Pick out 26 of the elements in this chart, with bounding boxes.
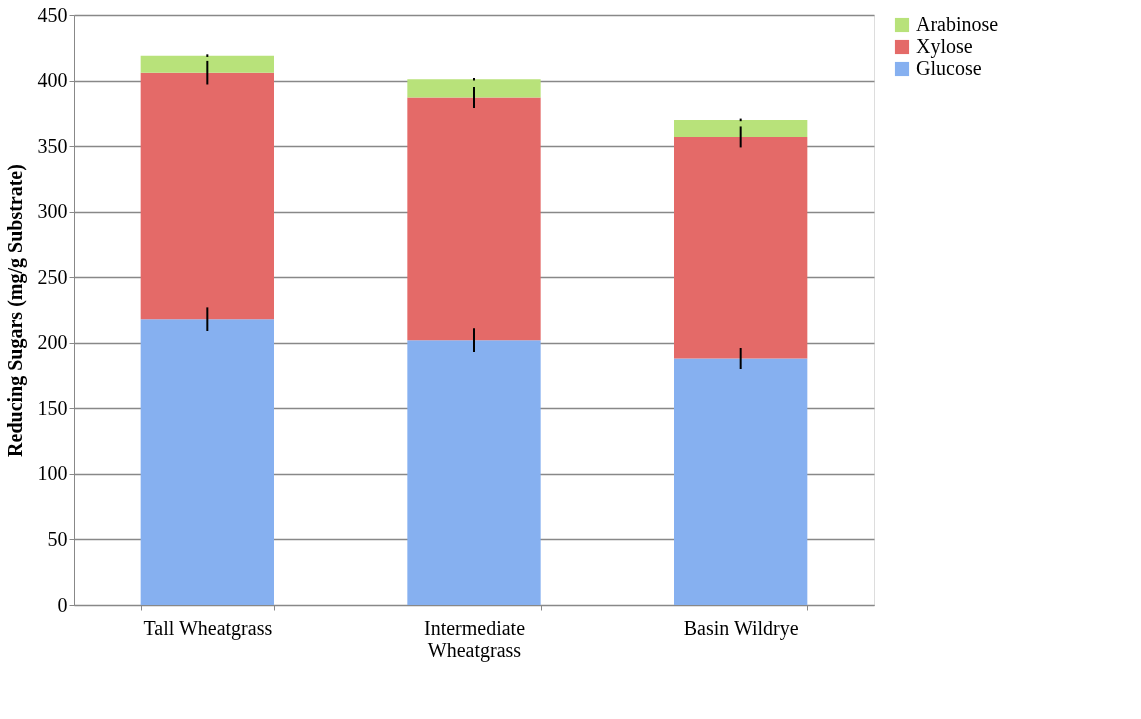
y-tick-label: 350	[37, 134, 68, 157]
x-tick-label: Intermediate Wheatgrass	[423, 616, 526, 662]
y-tick-label: 200	[37, 331, 68, 354]
bar	[674, 119, 808, 137]
y-tick-label: 450	[37, 3, 68, 26]
x-tick-label: Basin Wildrye	[683, 616, 799, 640]
bar	[407, 79, 541, 98]
bar	[140, 55, 274, 73]
legend-label: Glucose	[916, 57, 982, 79]
legend-label: Xylose	[916, 35, 973, 58]
bar	[674, 136, 808, 359]
bar	[140, 319, 274, 605]
legend-label: Arabinose	[916, 13, 999, 35]
y-tick-label: 50	[47, 527, 68, 550]
x-tick-label: Tall Wheatgrass	[143, 616, 273, 640]
bar	[407, 340, 541, 605]
bar	[140, 72, 274, 320]
y-tick-label: 250	[37, 265, 68, 288]
y-tick-label: 400	[37, 69, 68, 92]
y-tick-label: 0	[57, 593, 68, 616]
y-tick-label: 150	[37, 396, 68, 419]
y-axis-title: Reducing Sugars (mg/g Substrate)	[3, 164, 27, 457]
bar	[407, 97, 541, 341]
y-tick-label: 300	[37, 200, 68, 223]
y-tick-label: 100	[37, 462, 68, 485]
bar	[674, 358, 808, 605]
